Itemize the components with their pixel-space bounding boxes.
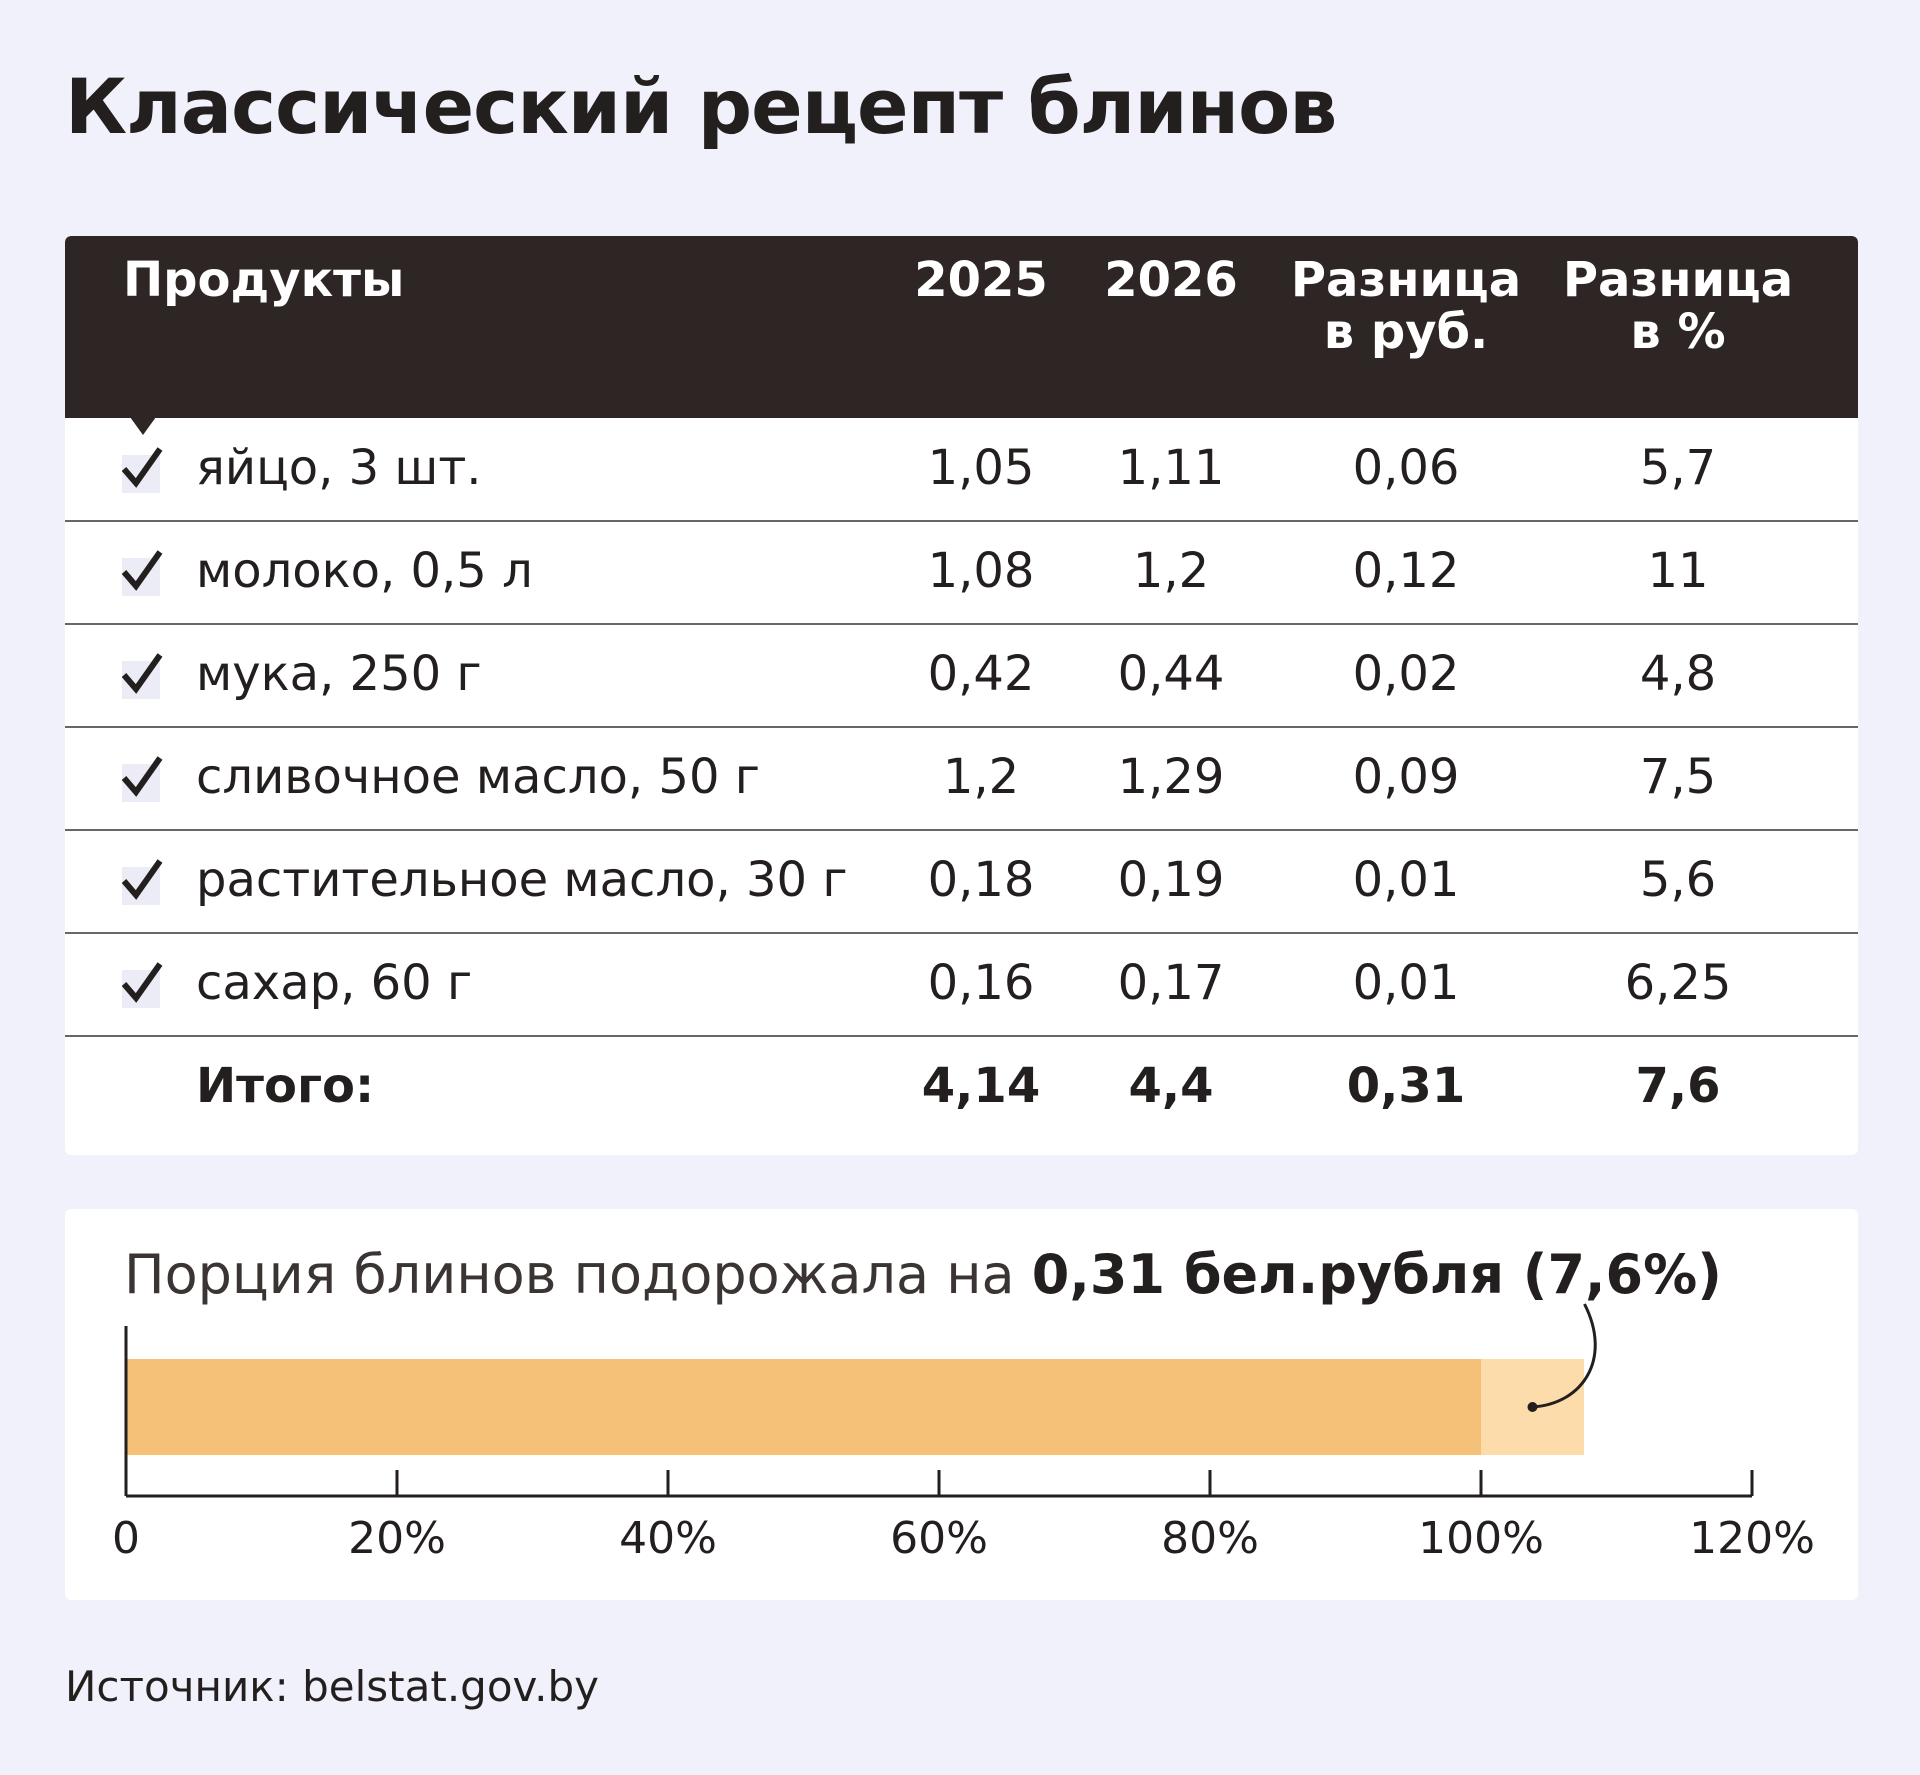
table-cell: 1,2 (942, 749, 1020, 805)
table-card: Продукты 2025 2026 Разница в руб. Разница в … (65, 236, 1858, 1155)
checkbox (121, 550, 163, 596)
product-name: сахар, 60 г (196, 955, 473, 1011)
product-name: яйцо, 3 шт. (196, 440, 482, 496)
table-cell: 0,02 (1352, 646, 1460, 702)
total-cell: 4,14 (921, 1058, 1041, 1114)
total-cell: 4,4 (1128, 1058, 1214, 1114)
bar-segment (126, 1359, 1481, 1455)
table-cell: 0,06 (1352, 440, 1460, 496)
table-cell: 4,8 (1639, 646, 1717, 702)
table-cell: 0,09 (1352, 749, 1460, 805)
table-header: Продукты 2025 2026 Разница в руб. Разница в … (65, 236, 1858, 418)
table-cell: 1,08 (927, 543, 1035, 599)
chart: 0 20% 40% 60% 80% 100% 120% (112, 1303, 1815, 1564)
x-tick-label: 80% (1161, 1513, 1259, 1564)
row-separator (65, 829, 1858, 831)
column-header: Разница в руб. (1290, 252, 1522, 360)
checkbox (121, 962, 163, 1008)
total-cell: 0,31 (1346, 1058, 1466, 1114)
table-cell: 0,19 (1117, 852, 1225, 908)
total-cell: 7,6 (1635, 1058, 1721, 1114)
chart-caption: Порция блинов подорожала на 0,31 бел.руб… (124, 1243, 1722, 1306)
table-cell: 1,11 (1117, 440, 1225, 496)
product-name: мука, 250 г (196, 646, 482, 702)
table-cell: 11 (1647, 543, 1709, 599)
row-separator (65, 1035, 1858, 1037)
total-label: Итого: (196, 1058, 375, 1114)
annotation-dot (1527, 1402, 1538, 1412)
table-cell: 1,2 (1132, 543, 1210, 599)
table-cell: 6,25 (1624, 955, 1732, 1011)
header-pointer (130, 417, 156, 435)
chart-card: 0 20% 40% 60% 80% 100% 120% Порция блинов подо… (65, 1209, 1858, 1600)
row-separator (65, 623, 1858, 625)
x-tick-label: 0 (112, 1513, 140, 1564)
table-cell: 0,16 (927, 955, 1035, 1011)
source: Источник: belstat.gov.by (65, 1662, 600, 1711)
column-header: Разница в % (1562, 252, 1794, 360)
table-cell: 0,01 (1352, 955, 1460, 1011)
row-separator (65, 520, 1858, 522)
x-tick-label: 20% (348, 1513, 446, 1564)
column-header: Продукты (123, 252, 405, 308)
checkbox (121, 756, 163, 802)
table-cell: 1,05 (927, 440, 1035, 496)
x-tick-label: 120% (1689, 1513, 1815, 1564)
table-cell: 1,29 (1117, 749, 1225, 805)
table-cell: 0,01 (1352, 852, 1460, 908)
row-separator (65, 726, 1858, 728)
caption-text: Порция блинов подорожала на (124, 1243, 1015, 1306)
row-separator (65, 932, 1858, 934)
product-name: сливочное масло, 50 г (196, 749, 760, 805)
product-name: молоко, 0,5 л (196, 543, 533, 599)
x-tick-label: 40% (619, 1513, 717, 1564)
product-name: растительное масло, 30 г (196, 852, 848, 908)
table-cell: 0,12 (1352, 543, 1460, 599)
annotation-pointer (1532, 1303, 1597, 1409)
table-cell: 0,42 (927, 646, 1035, 702)
x-tick-label: 100% (1418, 1513, 1544, 1564)
checkbox (121, 447, 163, 493)
checkbox (121, 653, 163, 699)
x-tick-label: 60% (890, 1513, 988, 1564)
table-cell: 0,18 (927, 852, 1035, 908)
table-cell: 7,5 (1639, 749, 1717, 805)
caption-highlight: 0,31 бел.рубля (7,6%) (1031, 1243, 1722, 1306)
table-cell: 5,6 (1639, 852, 1717, 908)
title: Классический рецепт блинов (65, 62, 1337, 151)
table-cell: 0,17 (1117, 955, 1225, 1011)
table-cell: 0,44 (1117, 646, 1225, 702)
column-header: 2026 (1104, 252, 1238, 308)
checkbox (121, 859, 163, 905)
column-header: 2025 (914, 252, 1048, 308)
table-cell: 5,7 (1639, 440, 1717, 496)
